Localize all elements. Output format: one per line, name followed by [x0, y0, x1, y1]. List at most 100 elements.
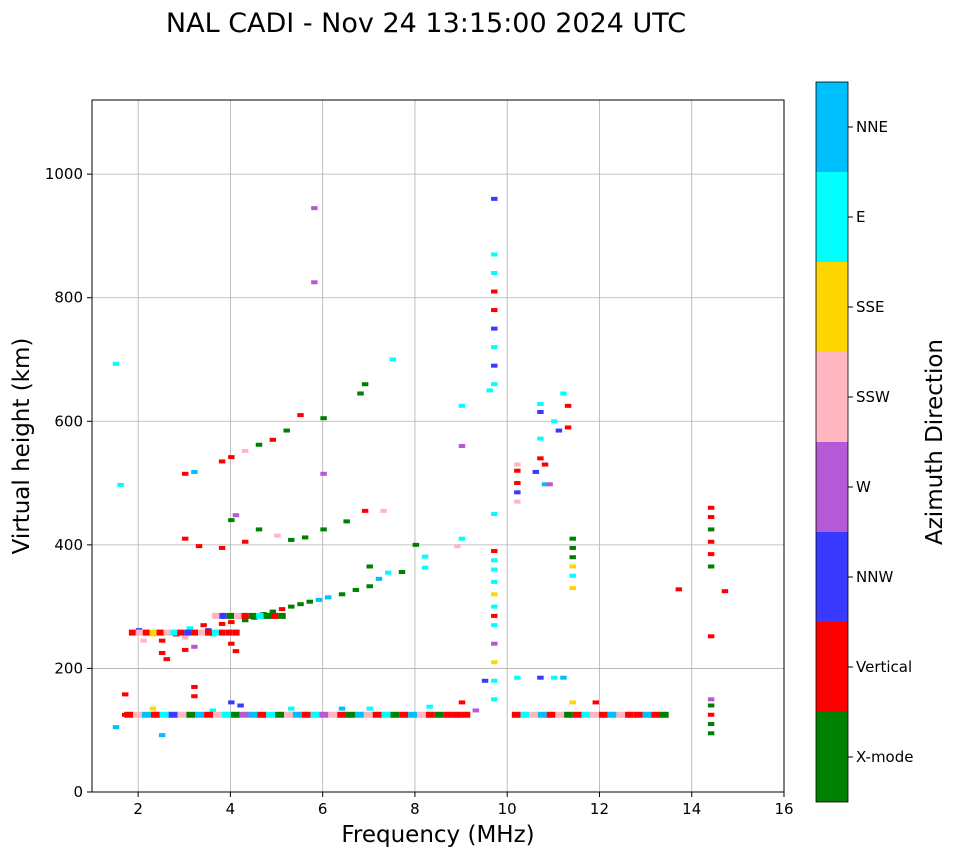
echo-trace-cell [198, 629, 206, 636]
echo-point [592, 700, 600, 705]
echo-point [384, 570, 392, 575]
echo-point [707, 634, 715, 639]
echo-trace-cell [633, 711, 643, 718]
echo-point [707, 539, 715, 544]
echo-trace-cell [191, 629, 199, 636]
colorbar-tick-label: NNW [856, 568, 893, 586]
echo-trace-cell [443, 711, 453, 718]
echo-point [218, 621, 226, 626]
colorbar-swatch [816, 622, 848, 712]
echo-point [200, 623, 207, 628]
echo-trace-cell [241, 612, 249, 619]
colorbar-swatch [816, 82, 848, 172]
echo-point [707, 527, 715, 532]
echo-trace-cell [564, 711, 573, 718]
echo-trace-cell [133, 711, 143, 718]
echo-trace-cell [142, 711, 151, 718]
echo-point [514, 468, 521, 473]
echo-point [532, 469, 540, 474]
echo-point [158, 638, 166, 643]
echo-trace-cell [381, 711, 391, 718]
echo-point [707, 552, 715, 557]
echo-trace-cell [434, 711, 444, 718]
y-axis-label: Virtual height (km) [9, 338, 35, 555]
echo-trace-cell [263, 612, 271, 619]
echo-point [491, 697, 498, 702]
echo-point [297, 413, 304, 418]
colorbar-swatch [816, 532, 848, 622]
echo-trace-cell [177, 629, 185, 636]
echo-trace-cell [156, 629, 164, 636]
colorbar-tick-label: NNE [856, 118, 888, 136]
echo-point [343, 519, 350, 524]
plot-frame [91, 99, 785, 793]
colorbar-frame [815, 81, 849, 803]
echo-point [389, 357, 397, 362]
echo-trace-cell [292, 711, 302, 718]
echo-point [228, 620, 235, 625]
y-tick-label: 0 [73, 783, 83, 801]
echo-trace-cell [354, 711, 364, 718]
echo-trace-cell [642, 711, 652, 718]
echo-point [491, 579, 498, 584]
echo-point [241, 618, 249, 623]
echo-trace-cell [598, 711, 608, 718]
echo-point [412, 542, 420, 547]
echo-trace-cell [363, 711, 373, 718]
x-tick-label: 14 [682, 800, 701, 818]
colorbar-tick-label: SSW [856, 388, 890, 406]
echo-point [352, 587, 360, 592]
echo-point [426, 704, 433, 709]
echo-point [537, 436, 544, 441]
echo-point [158, 733, 166, 738]
echo-point [541, 482, 549, 487]
echo-point [537, 410, 544, 415]
echo-trace-cell [278, 612, 286, 619]
echo-point [458, 444, 466, 448]
echo-point [181, 471, 189, 476]
echo-point [564, 425, 572, 430]
colorbar-tick-label: X-mode [856, 748, 913, 766]
echo-trace-cell [651, 711, 660, 718]
y-tick-label: 800 [54, 289, 83, 307]
echo-point [375, 576, 383, 581]
echo-point [486, 388, 493, 393]
echo-trace-cell [408, 711, 418, 718]
echo-trace-cell [195, 711, 205, 718]
echo-point [398, 570, 406, 575]
echo-point [338, 592, 346, 597]
echo-trace-cell [128, 629, 136, 636]
echo-point [338, 706, 346, 711]
echo-trace-cell [184, 629, 192, 636]
echo-trace-cell [511, 711, 521, 718]
echo-point [149, 706, 157, 711]
echo-point [315, 597, 323, 602]
echo-point [472, 708, 480, 713]
echo-trace-cell [248, 612, 257, 619]
echo-point [546, 482, 553, 487]
echo-trace-cell [221, 711, 231, 718]
echo-point [357, 391, 364, 396]
echo-point [560, 391, 567, 396]
colorbar-tick-label: W [856, 478, 871, 496]
echo-point [537, 401, 544, 406]
echo-point [707, 505, 715, 510]
echo-trace-cell [232, 629, 240, 636]
echo-point [361, 508, 369, 513]
echo-point [491, 345, 498, 350]
echo-trace-cell [390, 711, 400, 718]
colorbar-swatch [816, 262, 848, 352]
echo-point [218, 545, 226, 550]
echo-point [237, 703, 244, 708]
echo-point [491, 678, 498, 683]
echo-point [491, 623, 498, 628]
echo-point [707, 703, 715, 708]
echo-trace-cell [659, 711, 669, 718]
echo-point [491, 326, 498, 331]
echo-trace-cell [581, 711, 591, 718]
echo-point [491, 604, 498, 609]
echo-point [481, 678, 489, 683]
y-tick-label: 1000 [45, 165, 83, 183]
echo-point [209, 708, 217, 713]
